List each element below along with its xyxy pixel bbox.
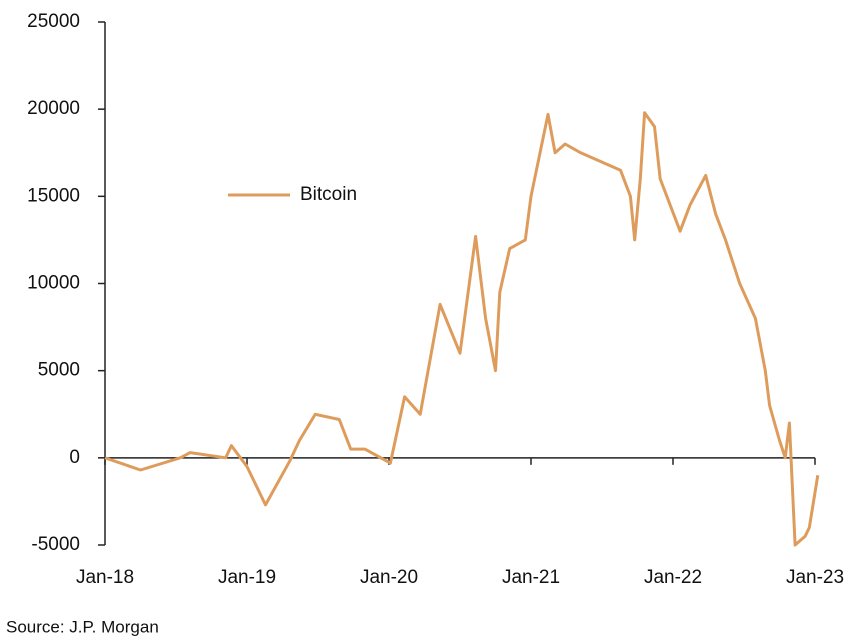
y-tick-label: 20000 [27,98,80,119]
x-tick-label: Jan-18 [76,567,134,588]
y-tick-label: -5000 [31,534,80,555]
x-tick-label: Jan-20 [360,567,418,588]
y-tick-label: 5000 [38,360,80,381]
y-tick-label: 15000 [27,185,80,206]
y-tick-label: 25000 [27,11,80,32]
x-tick-label: Jan-19 [218,567,276,588]
y-tick-label: 0 [69,447,80,468]
source-note: Source: J.P. Morgan [6,617,159,636]
y-tick-label: 10000 [27,273,80,294]
x-tick-label: Jan-21 [502,567,560,588]
legend-label: Bitcoin [300,184,357,205]
line-series [104,111,820,547]
x-tick-label: Jan-22 [644,567,702,588]
x-tick-label: Jan-23 [786,567,844,588]
